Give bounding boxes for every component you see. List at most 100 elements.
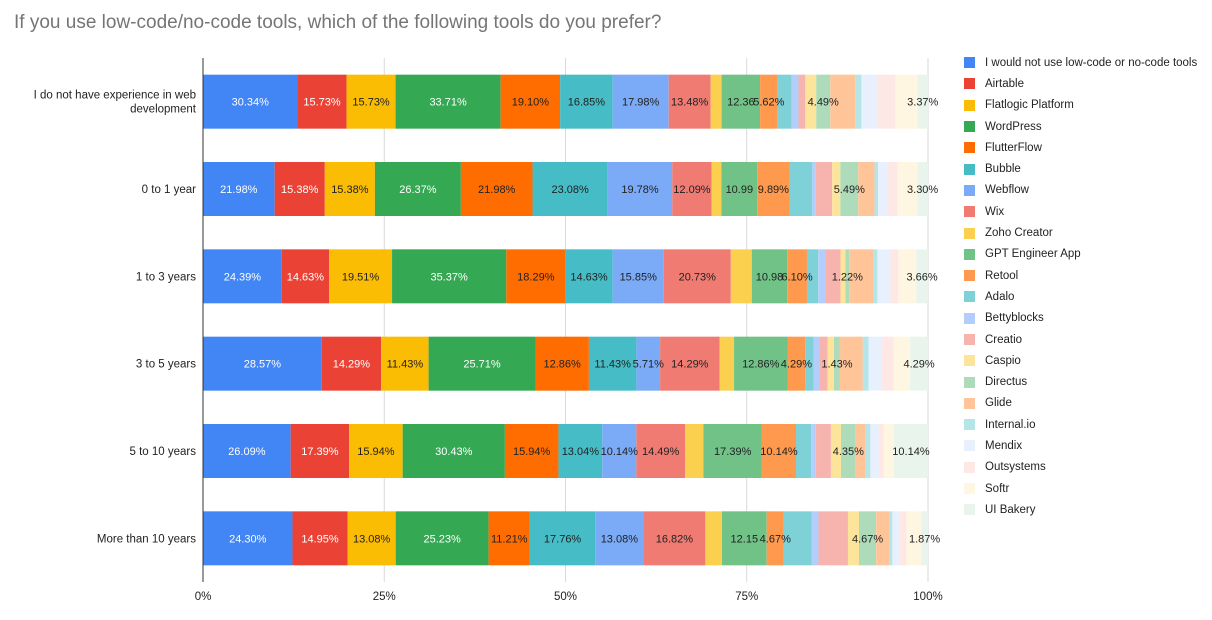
bar-segment [612,74,669,129]
bar-segment [685,424,704,478]
x-tick-label: 100% [913,591,942,603]
bar-segment [855,74,862,129]
bar-data-label: 15.94% [513,446,551,458]
bar-data-label: 16.82% [656,533,694,545]
bar-segment [883,424,894,478]
legend-swatch [964,227,975,239]
bar-segment [818,249,826,304]
legend-swatch [964,206,975,218]
legend-item: Wix [964,201,1208,222]
bar-segment [721,511,767,566]
bar-segment [203,74,298,129]
bar-segment [881,336,894,391]
bar-segment [878,424,884,478]
legend-item: Softr [964,478,1208,499]
bar-segment [874,162,879,216]
legend-swatch [964,142,975,154]
bar-segment [845,249,850,304]
chart-title: If you use low-code/no-code tools, which… [14,12,662,33]
legend-swatch [964,248,975,260]
legend-label: Bubble [985,163,1021,176]
bar-segment [917,74,928,129]
bar-segment [321,336,382,391]
bar-segment [815,162,833,216]
legend: I would not use low-code or no-code tool… [964,52,1208,521]
bar-segment [805,336,814,391]
bar-segment [777,74,792,129]
category-label: 1 to 3 years [136,271,196,283]
legend-item: Bettyblocks [964,308,1208,329]
bar-data-label: 21.98% [478,184,516,196]
bar-data-label: 26.37% [399,184,437,196]
bar-data-label: 12.09% [673,184,711,196]
legend-label: Flatlogic Platform [985,99,1074,112]
bar-data-label: 3.30% [907,184,938,196]
bar-data-label: 10.14% [760,446,798,458]
bar-segment [660,336,720,391]
bar-segment [899,511,907,566]
bar-segment [916,249,928,304]
legend-label: Glide [985,397,1012,410]
bar-data-label: 10.99 [726,184,754,196]
bar-segment [602,424,637,478]
bar-segment [798,74,806,129]
bar-data-label: 12.86% [544,359,582,371]
bar-data-label: 23.08% [551,184,589,196]
bar-segment [721,162,758,216]
bar-data-label: 14.63% [570,271,608,283]
bar-data-label: 3.37% [907,97,938,109]
bar-data-label: 19.10% [512,97,550,109]
legend-label: Mendix [985,439,1023,452]
bar-data-label: 4.49% [808,97,839,109]
x-tick-label: 0% [195,591,212,603]
legend-swatch [964,121,975,133]
bar-segment [830,424,842,478]
category-label: 0 to 1 year [142,184,197,196]
bar-segment [734,336,788,391]
bar-data-label: 17.39% [714,446,752,458]
bar-data-label: 6.10% [781,271,812,283]
legend-label: Airtable [985,77,1024,90]
bar-segment [274,162,325,216]
bar-data-label: 19.78% [621,184,659,196]
bar-data-label: 11.43% [594,359,631,371]
bar-segment [761,424,796,478]
legend-label: UI Bakery [985,503,1036,516]
bar-data-label: 15.94% [357,446,395,458]
bar-data-label: 10.14% [601,446,639,458]
bar-data-label: 25.71% [463,359,501,371]
bar-segment [787,336,806,391]
bar-segment [906,511,922,566]
bar-data-label: 10.98 [756,271,784,283]
bar-segment [858,162,875,216]
bar-data-label: 3.66% [906,271,937,283]
bar-data-label: 30.43% [435,446,473,458]
legend-label: GPT Engineer App [985,248,1081,261]
legend-swatch [964,334,975,345]
legend-swatch [964,376,975,388]
bar-data-label: 28.57% [244,359,282,371]
legend-label: Zoho Creator [985,227,1053,240]
bar-data-label: 10.14% [892,446,930,458]
bar-segment [878,162,888,216]
bar-segment [811,424,816,478]
bar-data-label: 15.38% [281,184,319,196]
legend-swatch [964,504,975,516]
legend-label: Outsystems [985,461,1046,474]
bar-segment [858,511,877,566]
legend-item: Adalo [964,286,1208,307]
legend-label: Softr [985,482,1010,495]
bar-segment [819,336,828,391]
legend-item: Flatlogic Platform [964,95,1208,116]
bar-segment [855,424,866,478]
gridlines [202,58,929,582]
legend-label: Caspio [985,354,1021,367]
bar-data-label: 33.71% [429,97,467,109]
x-tick-label: 75% [735,591,758,603]
bar-segment [849,249,874,304]
bar-segment [877,249,891,304]
bar-segment [349,424,403,478]
bar-segment [428,336,536,391]
bar-segment [825,249,841,304]
